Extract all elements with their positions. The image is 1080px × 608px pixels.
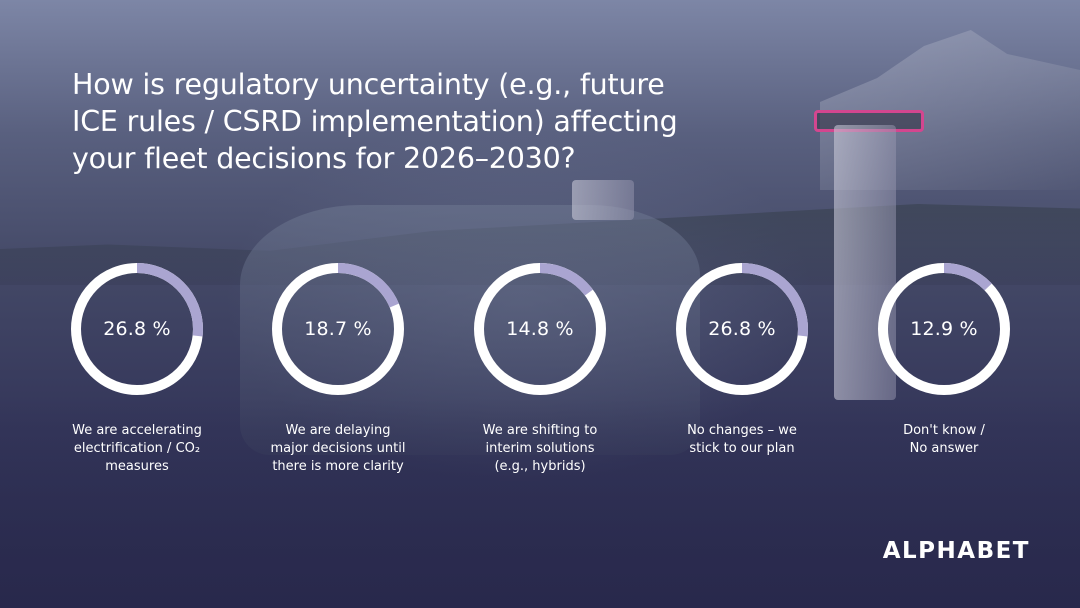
road-overlay <box>0 398 1080 608</box>
category-label-line: We are delaying <box>285 423 391 438</box>
donut-value-label: 14.8 % <box>506 318 574 340</box>
donut-segment <box>272 263 404 395</box>
donut-segment <box>878 263 1010 395</box>
donut-value-label: 18.7 % <box>304 318 372 340</box>
category-label-line: We are shifting to <box>482 423 598 438</box>
donut-category-label: We are delaying major decisions until ther… <box>248 422 428 476</box>
donut-chart: 26.8 % <box>676 263 808 395</box>
donut-category-label: We are shifting to interim solutions (e.g.… <box>450 422 630 476</box>
category-label-line: stick to our plan <box>689 441 795 456</box>
title-line: ICE rules / CSRD implementation) affecti… <box>72 105 678 138</box>
donut-category-label: We are accelerating electrification / CO₂… <box>47 422 227 476</box>
category-label-line: No changes – we <box>687 423 797 438</box>
donut-segment <box>676 263 808 395</box>
donut-segment <box>474 263 606 395</box>
donut-chart: 18.7 % <box>272 263 404 395</box>
donut-category-label: No changes – we stick to our plan <box>652 422 832 458</box>
donut-ring <box>878 263 1010 395</box>
donut-chart: 12.9 % <box>878 263 1010 395</box>
charging-station-image <box>572 180 634 220</box>
category-label-line: We are accelerating <box>72 423 202 438</box>
title-line: your fleet decisions for 2026–2030? <box>72 142 576 175</box>
category-label-line: interim solutions <box>485 441 595 456</box>
donut-value-label: 26.8 % <box>103 318 171 340</box>
category-label-line: electrification / CO₂ <box>73 441 201 456</box>
chart-title: How is regulatory uncertainty (e.g., fut… <box>72 66 792 177</box>
donut-ring <box>676 263 808 395</box>
category-label-line: measures <box>105 459 169 474</box>
donut-value-label: 26.8 % <box>708 318 776 340</box>
donut-ring <box>272 263 404 395</box>
title-line: How is regulatory uncertainty (e.g., fut… <box>72 68 665 101</box>
donut-value-label: 12.9 % <box>910 318 978 340</box>
category-label-line: there is more clarity <box>272 459 404 474</box>
donut-category-label: Don't know / No answer <box>854 422 1034 458</box>
category-label-line: major decisions until <box>270 441 406 456</box>
category-label-line: No answer <box>909 441 979 456</box>
donut-ring <box>71 263 203 395</box>
donut-chart: 26.8 % <box>71 263 203 395</box>
donut-chart: 14.8 % <box>474 263 606 395</box>
category-label-line: Don't know / <box>903 423 985 438</box>
donut-ring <box>474 263 606 395</box>
category-label-line: (e.g., hybrids) <box>494 459 586 474</box>
donut-segment <box>71 263 203 395</box>
alphabet-logo: ALPHABET <box>882 538 1030 564</box>
